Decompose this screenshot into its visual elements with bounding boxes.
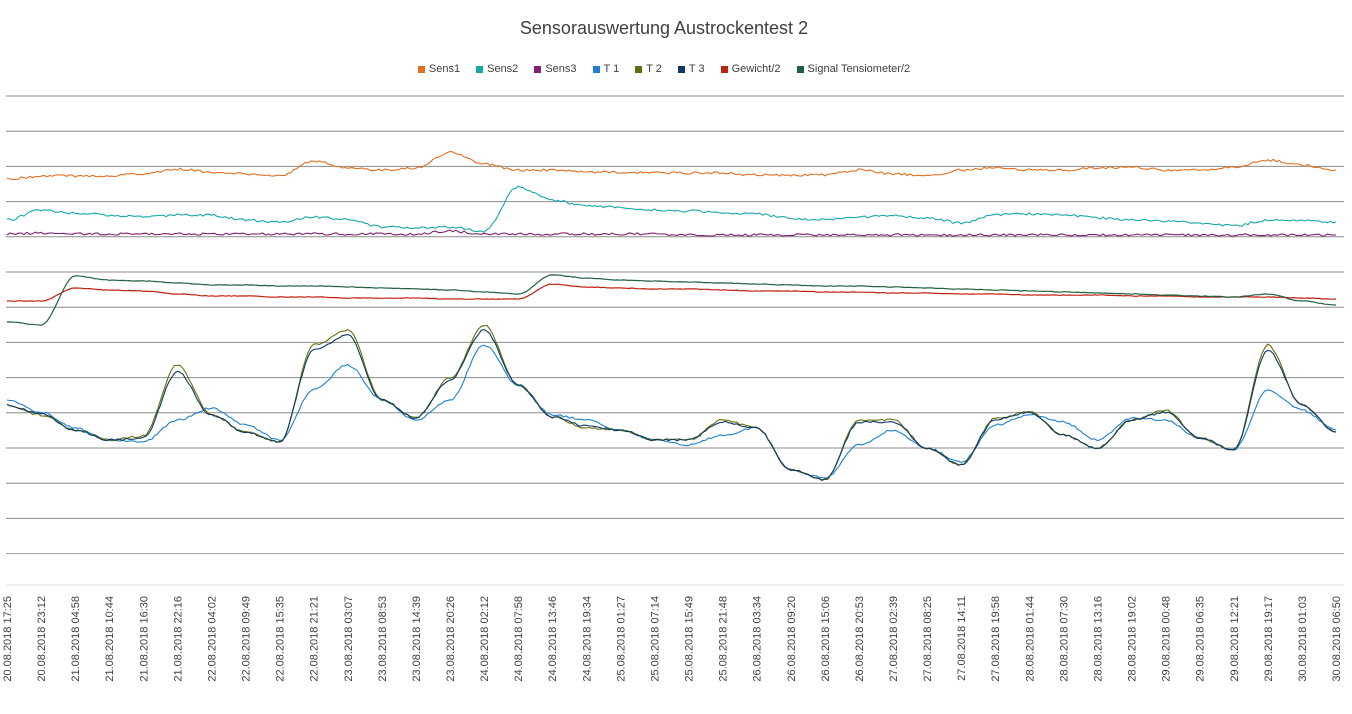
- legend-swatch: [635, 65, 643, 73]
- x-tick-label: 27.08.2018 19:58: [990, 596, 1002, 682]
- x-tick-label: 28.08.2018 13:16: [1093, 596, 1105, 682]
- x-tick-label: 30.08.2018 06:50: [1331, 596, 1343, 682]
- x-tick-label: 24.08.2018 07:58: [513, 596, 525, 682]
- chart-title: Sensorauswertung Austrockentest 2: [519, 18, 809, 38]
- x-tick-label: 28.08.2018 01:44: [1024, 596, 1036, 682]
- x-tick-label: 24.08.2018 02:12: [479, 596, 491, 682]
- x-tick-label: 22.08.2018 09:49: [241, 596, 253, 682]
- x-tick-label: 27.08.2018 08:25: [922, 596, 934, 682]
- series-line-t-1: [6, 344, 1337, 479]
- legend-label: Sens3: [545, 63, 577, 75]
- x-tick-label: 26.08.2018 15:06: [820, 596, 832, 682]
- x-tick-label: 26.08.2018 09:20: [786, 596, 798, 682]
- x-tick-label: 23.08.2018 08:53: [377, 596, 389, 682]
- legend-label: T 3: [688, 63, 705, 75]
- legend-swatch: [796, 65, 804, 73]
- series-line-gewicht-2: [6, 283, 1337, 302]
- legend-item: T 2: [635, 63, 662, 75]
- legend-label: Sens2: [487, 63, 519, 75]
- x-tick-label: 21.08.2018 22:16: [172, 596, 184, 682]
- x-tick-label: 26.08.2018 03:34: [752, 596, 764, 682]
- series-line-signal-tensiometer-2: [6, 274, 1337, 326]
- x-tick-label: 25.08.2018 21:48: [718, 596, 730, 682]
- series-line-t-3: [6, 328, 1337, 481]
- x-tick-label: 25.08.2018 01:27: [615, 596, 627, 682]
- legend-swatch: [534, 65, 542, 73]
- legend-item: Sens3: [534, 63, 577, 75]
- x-tick-label: 23.08.2018 20:26: [445, 596, 457, 682]
- x-tick-label: 21.08.2018 04:58: [70, 596, 82, 682]
- x-tick-label: 28.08.2018 07:30: [1058, 596, 1070, 682]
- legend-item: Sens1: [417, 63, 461, 75]
- x-tick-label: 24.08.2018 13:46: [547, 596, 559, 682]
- x-tick-label: 25.08.2018 07:14: [650, 596, 662, 682]
- x-tick-label: 22.08.2018 04:02: [207, 596, 219, 682]
- x-tick-label: 20.08.2018 23:12: [36, 596, 48, 682]
- x-tick-label: 29.08.2018 00:48: [1161, 596, 1173, 682]
- x-tick-label: 23.08.2018 14:39: [411, 596, 423, 682]
- legend-label: Sens1: [428, 63, 461, 75]
- legend: Sens1 Sens2 Sens3 T 1 T 2 T 3 Gewicht/2 Signal …: [0, 63, 1328, 75]
- x-tick-label: 25.08.2018 15:49: [684, 596, 696, 682]
- series-line-sens3: [6, 229, 1337, 237]
- legend-label: T 2: [646, 63, 662, 75]
- legend-swatch: [592, 65, 600, 73]
- legend-swatch: [476, 65, 484, 73]
- x-tick-label: 22.08.2018 15:35: [275, 596, 287, 682]
- x-tick-label: 27.08.2018 02:39: [888, 596, 900, 682]
- series-line-sens2: [6, 185, 1337, 233]
- legend-item: Sens2: [476, 63, 518, 75]
- x-tick-label: 29.08.2018 19:17: [1263, 596, 1275, 682]
- legend-label: T 1: [603, 63, 620, 75]
- x-tick-label: 29.08.2018 06:35: [1195, 596, 1207, 682]
- x-tick-label: 20.08.2018 17:25: [2, 596, 14, 682]
- x-tick-label: 29.08.2018 12:21: [1229, 596, 1241, 682]
- legend-swatch: [677, 65, 685, 73]
- legend-label: Signal Tensiometer/2: [807, 63, 911, 75]
- x-tick-label: 30.08.2018 01:03: [1297, 596, 1309, 682]
- x-tick-label: 23.08.2018 03:07: [343, 596, 355, 682]
- legend-label: Gewicht/2: [731, 63, 781, 75]
- legend-swatch: [417, 65, 425, 73]
- legend-item: Signal Tensiometer/2: [796, 63, 911, 75]
- legend-swatch: [720, 65, 728, 73]
- x-tick-label: 21.08.2018 16:30: [138, 596, 150, 682]
- x-tick-label: 26.08.2018 20:53: [854, 596, 866, 682]
- series-line-t-2: [6, 324, 1337, 481]
- legend-item: Gewicht/2: [720, 63, 781, 75]
- x-tick-label: 24.08.2018 19:34: [581, 596, 593, 682]
- x-tick-label: 27.08.2018 14:11: [956, 596, 968, 681]
- x-tick-label: 22.08.2018 21:21: [309, 596, 321, 682]
- x-tick-label: 28.08.2018 19:02: [1127, 596, 1139, 682]
- series-line-sens1: [6, 150, 1337, 181]
- x-tick-label: 21.08.2018 10:44: [104, 596, 116, 682]
- legend-item: T 3: [677, 63, 705, 75]
- legend-item: T 1: [592, 63, 620, 75]
